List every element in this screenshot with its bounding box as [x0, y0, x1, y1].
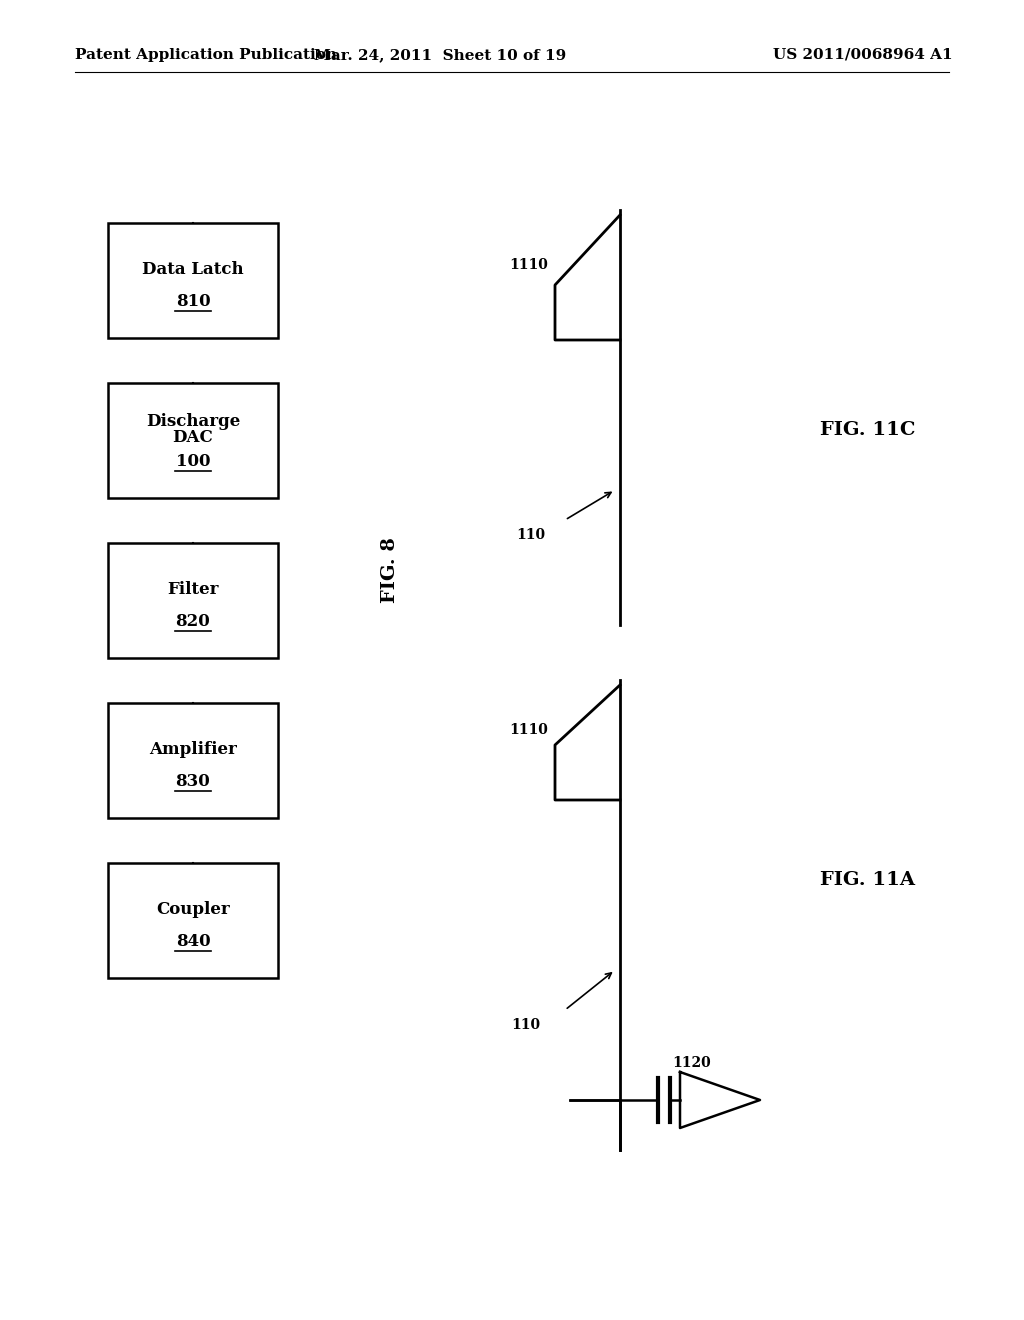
Text: 820: 820	[176, 614, 210, 631]
Text: FIG. 11C: FIG. 11C	[820, 421, 915, 440]
Text: 830: 830	[176, 774, 210, 791]
Text: Data Latch: Data Latch	[142, 261, 244, 279]
Text: Coupler: Coupler	[156, 902, 229, 919]
Text: 1120: 1120	[672, 1056, 711, 1071]
Text: Filter: Filter	[167, 582, 219, 598]
Text: Mar. 24, 2011  Sheet 10 of 19: Mar. 24, 2011 Sheet 10 of 19	[314, 48, 566, 62]
Text: 110: 110	[511, 1018, 540, 1032]
Text: Patent Application Publication: Patent Application Publication	[75, 48, 337, 62]
Bar	[108, 543, 278, 657]
Text: FIG. 11A: FIG. 11A	[820, 871, 915, 888]
Text: 100: 100	[176, 454, 210, 470]
Text: 1110: 1110	[509, 257, 548, 272]
Text: 110: 110	[516, 528, 545, 543]
Text: Discharge: Discharge	[145, 413, 240, 430]
Text: 1110: 1110	[509, 723, 548, 737]
Text: DAC: DAC	[173, 429, 213, 446]
Text: FIG. 8: FIG. 8	[381, 537, 399, 603]
Bar	[108, 223, 278, 338]
Text: Amplifier: Amplifier	[150, 742, 237, 759]
Text: 810: 810	[176, 293, 210, 310]
Text: US 2011/0068964 A1: US 2011/0068964 A1	[773, 48, 952, 62]
Bar	[108, 383, 278, 498]
Text: 840: 840	[176, 933, 210, 950]
Bar	[108, 862, 278, 978]
Bar	[108, 702, 278, 817]
